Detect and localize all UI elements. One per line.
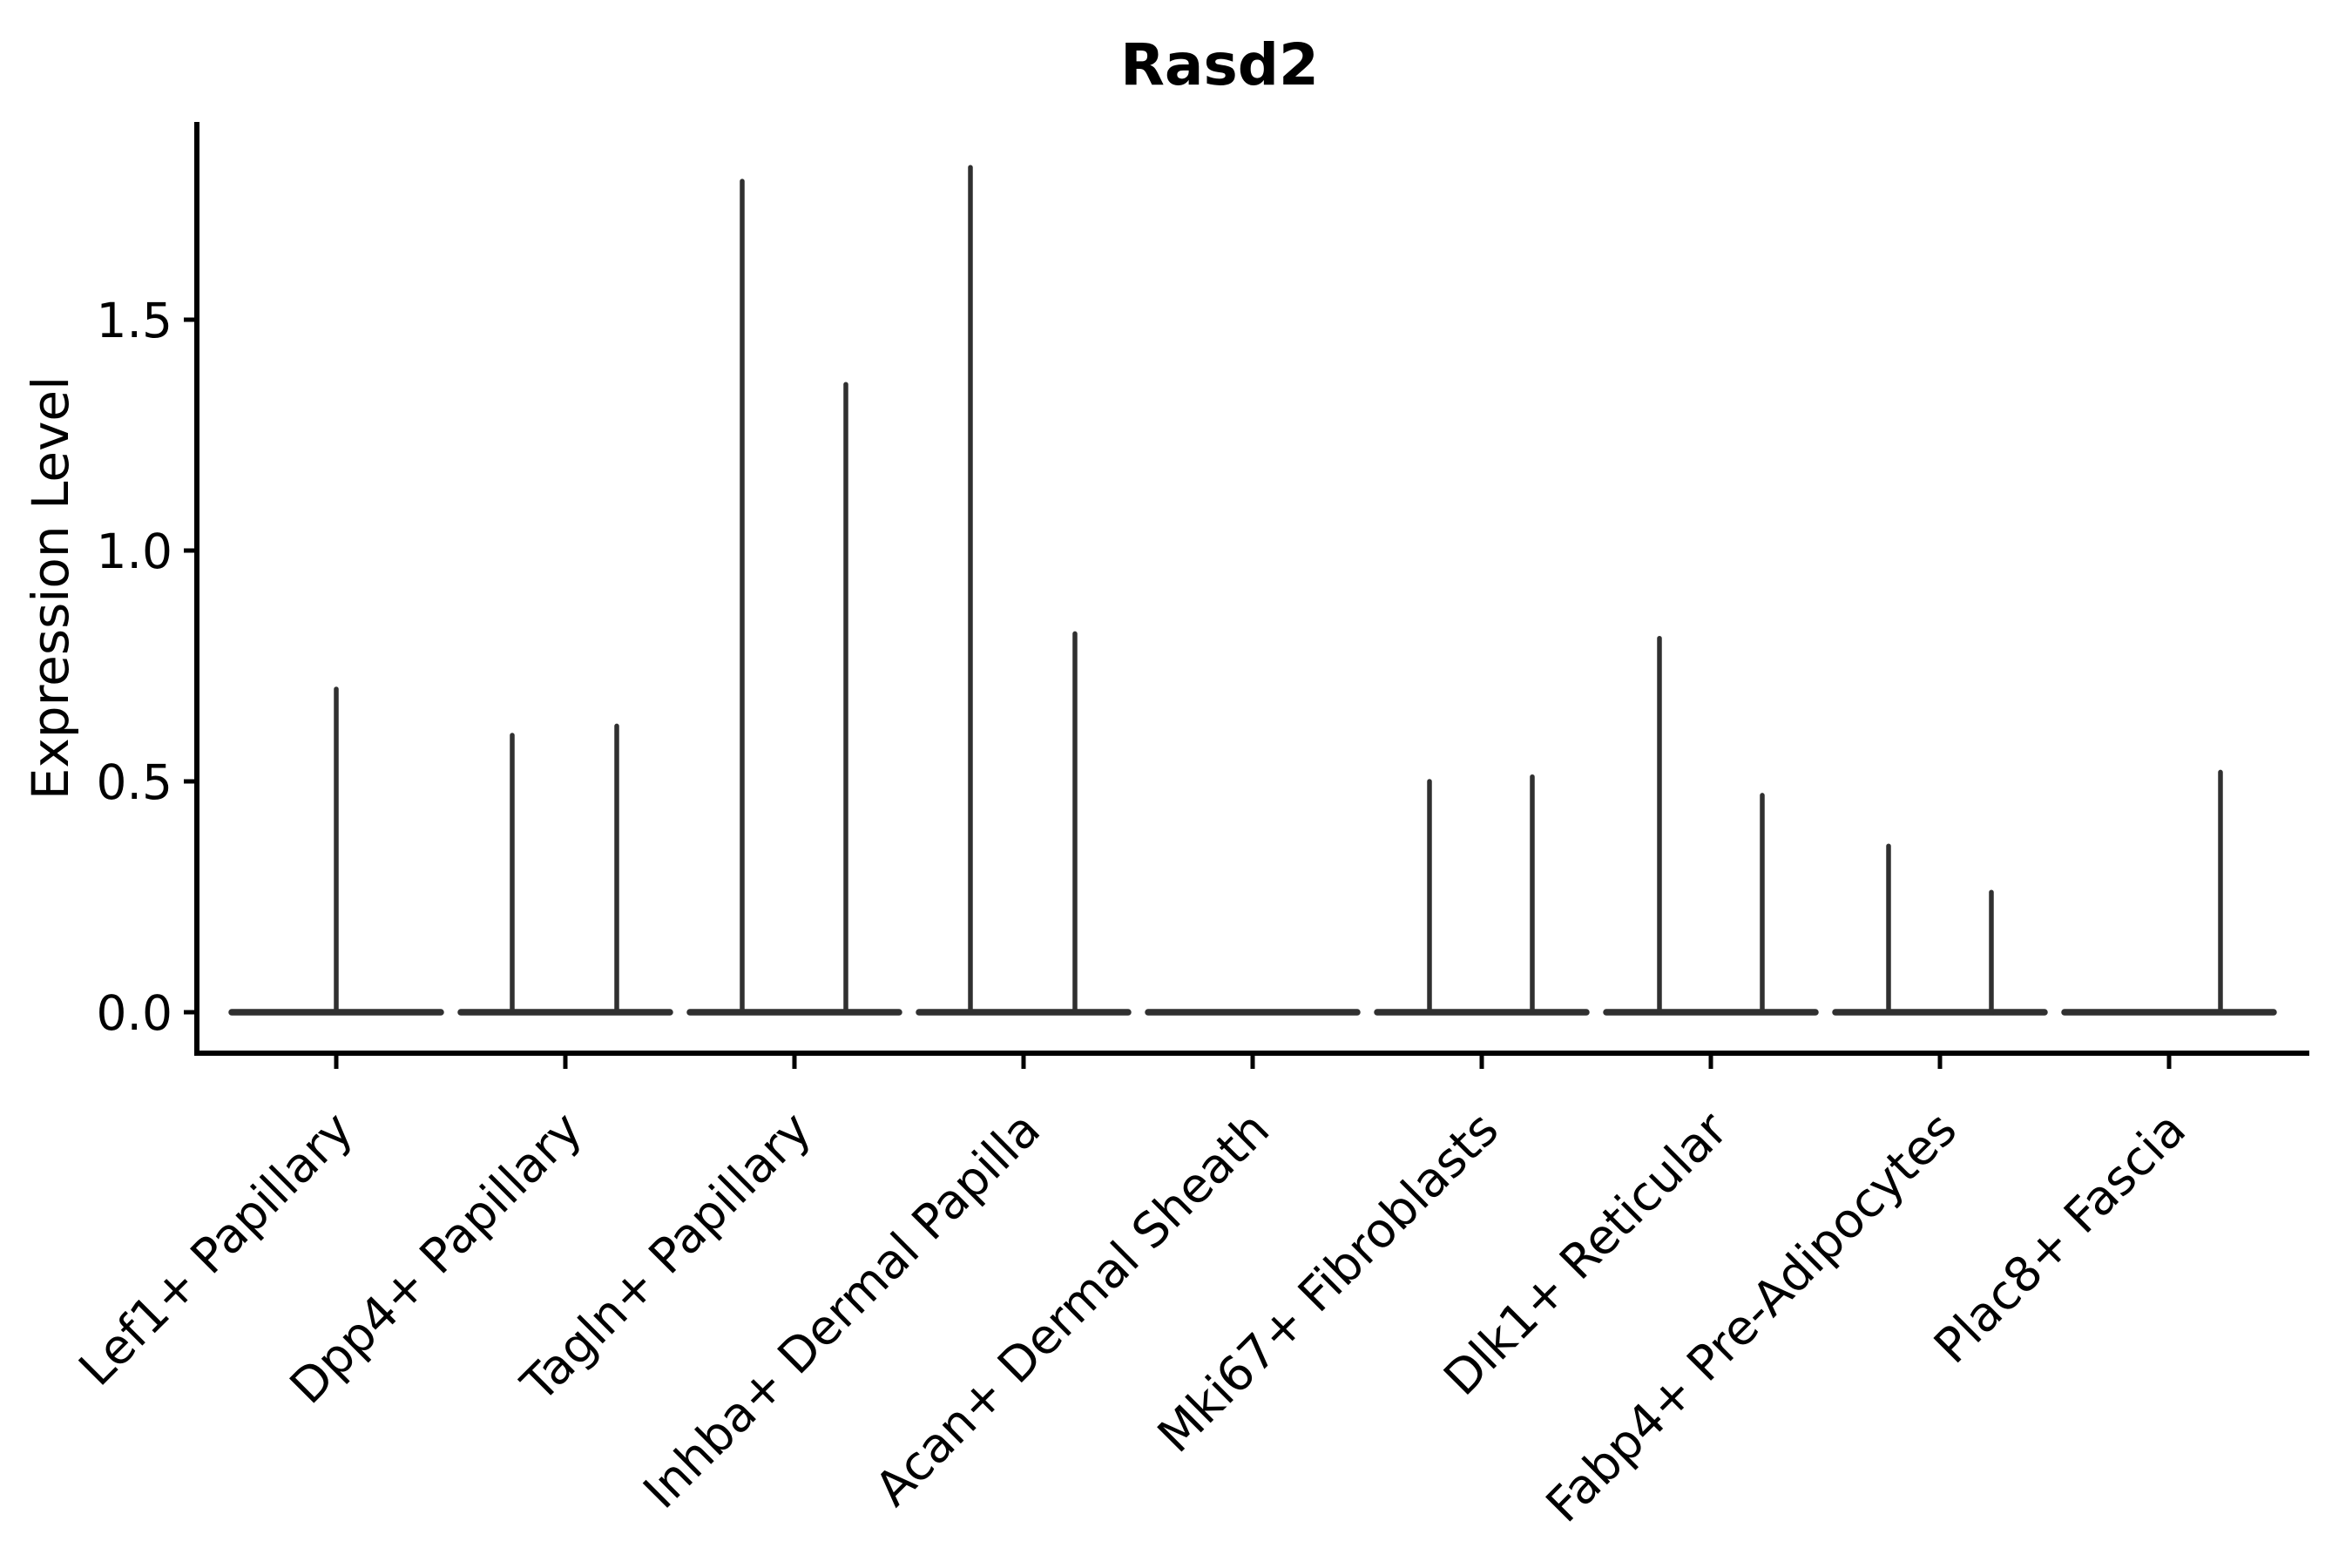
x-tick-label: Fabp4+ Pre-Adipocytes [1535,1101,1967,1533]
violin-2 [457,723,673,1016]
violin-7 [1603,635,1819,1016]
violin-6 [1374,774,1590,1016]
x-tick-label: Acan+ Dermal Sheath [864,1101,1280,1517]
violin-1 [228,686,444,1016]
x-tick-label: Inhba+ Dermal Papilla [632,1101,1051,1519]
chart-title: Rasd2 [1120,31,1319,98]
violin-4 [916,165,1132,1016]
y-tick-label: 0.0 [97,985,172,1041]
y-tick-label: 1.0 [97,524,172,579]
y-axis-label: Expression Level [21,376,80,800]
violin-9 [2061,769,2277,1016]
violin-3 [686,179,902,1016]
y-tick-label: 1.5 [97,293,172,348]
y-tick-label: 0.5 [97,754,172,810]
violin-8 [1832,843,2048,1016]
